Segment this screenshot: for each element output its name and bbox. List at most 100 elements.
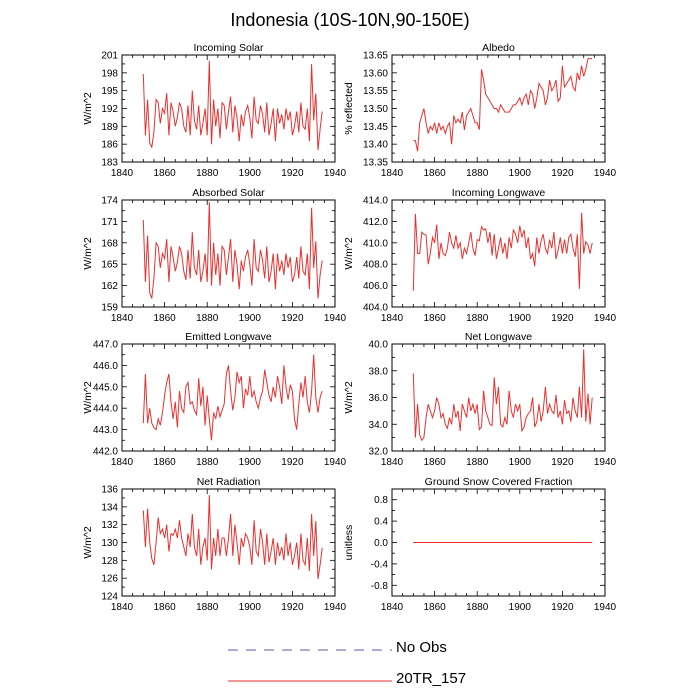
panel-title-net-radiation: Net Radiation: [197, 476, 261, 488]
y-tick-label: 159: [101, 303, 118, 314]
y-tick-label: 0.4: [374, 517, 388, 528]
x-tick-label: 1900: [509, 168, 532, 179]
x-tick-label: 1940: [594, 313, 617, 324]
y-tick-label: 0.0: [374, 538, 388, 549]
y-axis-label-incoming-longwave: W/m^2: [343, 237, 355, 270]
panel-title-incoming-longwave: Incoming Longwave: [452, 187, 546, 199]
y-axis-label-net-longwave: W/m^2: [343, 381, 355, 414]
y-tick-label: 13.55: [363, 86, 388, 97]
x-tick-label: 1860: [153, 602, 176, 613]
y-tick-label: 132: [101, 520, 118, 531]
x-tick-label: 1860: [153, 457, 176, 468]
x-tick-label: 1860: [423, 602, 446, 613]
x-tick-label: 1920: [551, 602, 574, 613]
y-tick-label: 444.0: [93, 404, 118, 415]
y-axis-label-albedo: % reflected: [343, 82, 355, 135]
y-tick-label: 126: [101, 574, 118, 585]
y-tick-label: 443.0: [93, 425, 118, 436]
panel-title-albedo: Albedo: [482, 42, 515, 54]
y-tick-label: 36.0: [369, 393, 389, 404]
panel-frame-incoming-longwave: [391, 199, 606, 308]
x-tick-label: 1860: [153, 313, 176, 324]
y-tick-label: 13.65: [363, 51, 388, 62]
x-tick-label: 1940: [324, 313, 347, 324]
y-tick-label: 410.0: [363, 238, 388, 249]
y-tick-label: 446.0: [93, 361, 118, 372]
y-tick-label: 13.40: [363, 140, 388, 151]
x-tick-label: 1920: [281, 602, 304, 613]
y-axis-label-incoming-solar: W/m^2: [82, 92, 94, 125]
series-line-albedo: [413, 58, 593, 152]
legend-label-no-obs: No Obs: [396, 639, 447, 656]
x-tick-label: 1880: [196, 457, 219, 468]
y-tick-label: 404.0: [363, 303, 388, 314]
y-tick-label: 412.0: [363, 217, 388, 228]
y-tick-label: 134: [101, 502, 118, 513]
y-tick-label: 13.50: [363, 104, 388, 115]
series-line-incoming-longwave: [412, 212, 593, 291]
y-tick-label: 406.0: [363, 281, 388, 292]
x-tick-label: 1900: [509, 457, 532, 468]
x-tick-label: 1940: [594, 457, 617, 468]
y-tick-label: 165: [101, 260, 118, 271]
y-tick-label: -0.8: [371, 581, 389, 592]
x-tick-label: 1840: [111, 602, 134, 613]
panel-title-emitted-longwave: Emitted Longwave: [185, 331, 272, 343]
y-axis-label-ground-snow-covered-fraction: unitless: [343, 525, 355, 561]
y-tick-label: 38.0: [369, 366, 389, 377]
x-tick-label: 1900: [509, 602, 532, 613]
panel-title-ground-snow-covered-fraction: Ground Snow Covered Fraction: [425, 476, 573, 488]
x-tick-label: 1880: [196, 313, 219, 324]
x-tick-label: 1860: [423, 168, 446, 179]
series-line-incoming-solar: [142, 60, 323, 151]
x-tick-label: 1940: [594, 602, 617, 613]
x-tick-label: 1900: [509, 313, 532, 324]
y-axis-label-emitted-longwave: W/m^2: [82, 381, 94, 414]
y-tick-label: 136: [101, 485, 118, 496]
series-line-absorbed-solar: [142, 202, 323, 299]
x-tick-label: 1880: [466, 313, 489, 324]
series-line-net-radiation: [142, 495, 323, 580]
y-tick-label: 130: [101, 538, 118, 549]
panel-frame-net-radiation: [121, 488, 336, 597]
y-tick-label: 195: [101, 86, 118, 97]
y-tick-label: 445.0: [93, 382, 118, 393]
x-tick-label: 1880: [196, 168, 219, 179]
x-tick-label: 1880: [196, 602, 219, 613]
x-tick-label: 1940: [594, 168, 617, 179]
y-tick-label: 40.0: [369, 340, 389, 351]
x-tick-label: 1920: [281, 313, 304, 324]
panel-title-incoming-solar: Incoming Solar: [193, 42, 264, 54]
x-tick-label: 1920: [281, 168, 304, 179]
x-tick-label: 1880: [466, 602, 489, 613]
x-tick-label: 1940: [324, 168, 347, 179]
y-axis-label-absorbed-solar: W/m^2: [82, 237, 94, 270]
series-line-emitted-longwave: [142, 354, 323, 441]
y-tick-label: 447.0: [93, 340, 118, 351]
x-tick-label: 1880: [466, 168, 489, 179]
y-tick-label: 198: [101, 68, 118, 79]
y-tick-label: 408.0: [363, 260, 388, 271]
y-tick-label: 34.0: [369, 420, 389, 431]
y-tick-label: 13.60: [363, 68, 388, 79]
x-tick-label: 1880: [466, 457, 489, 468]
y-tick-label: 442.0: [93, 447, 118, 458]
x-tick-label: 1840: [111, 457, 134, 468]
x-tick-label: 1940: [324, 602, 347, 613]
y-tick-label: 171: [101, 217, 118, 228]
x-tick-label: 1840: [381, 602, 404, 613]
x-tick-label: 1900: [239, 168, 262, 179]
y-tick-label: 189: [101, 122, 118, 133]
panel-title-absorbed-solar: Absorbed Solar: [192, 187, 265, 199]
x-tick-label: 1860: [153, 168, 176, 179]
y-tick-label: 168: [101, 238, 118, 249]
y-axis-label-net-radiation: W/m^2: [82, 526, 94, 559]
x-tick-label: 1900: [239, 602, 262, 613]
y-tick-label: 192: [101, 104, 118, 115]
x-tick-label: 1860: [423, 313, 446, 324]
x-tick-label: 1840: [111, 168, 134, 179]
y-tick-label: 162: [101, 281, 118, 292]
y-tick-label: -0.4: [371, 559, 389, 570]
panel-title-net-longwave: Net Longwave: [465, 331, 532, 343]
